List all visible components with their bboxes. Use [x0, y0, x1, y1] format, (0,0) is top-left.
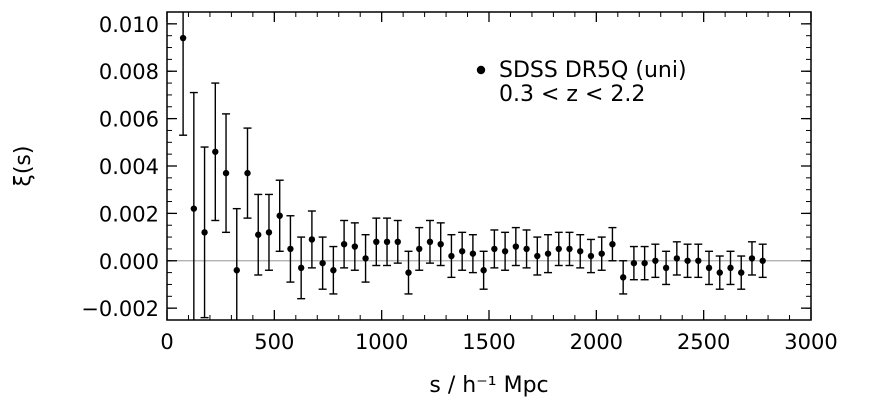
data-point — [501, 248, 509, 255]
legend-redshift-range: 0.3 < z < 2.2 — [499, 82, 645, 107]
data-point — [534, 252, 541, 260]
data-point — [179, 34, 187, 42]
data-point — [587, 252, 595, 260]
data-point — [759, 257, 766, 264]
data-point — [340, 240, 348, 248]
data-point — [319, 259, 326, 267]
data-point — [555, 245, 562, 253]
data-point — [662, 264, 670, 272]
x-tick-label: 1500 — [462, 330, 515, 354]
data-point — [491, 245, 498, 253]
x-tick-label: 3000 — [784, 330, 837, 354]
data-point — [695, 257, 702, 264]
data-point — [544, 250, 552, 257]
data-point — [255, 231, 262, 238]
data-point — [748, 255, 756, 262]
data-point — [609, 240, 616, 248]
series-layer — [179, 12, 767, 320]
data-point — [416, 245, 423, 253]
x-tick-label: 1000 — [355, 330, 408, 354]
data-point — [426, 238, 434, 246]
data-point — [577, 248, 584, 255]
y-axis-title: ξ(s) — [11, 146, 36, 187]
data-point — [190, 205, 198, 212]
data-point — [705, 264, 713, 272]
data-point — [351, 243, 359, 250]
data-point — [437, 240, 444, 248]
data-point — [523, 245, 530, 253]
data-point — [308, 236, 316, 243]
data-point — [212, 148, 219, 155]
y-axis-ticks: −0.002 0.000 0.002 0.004 0.006 0.008 0.010 — [81, 13, 811, 321]
data-point — [727, 264, 734, 272]
y-tick-label: 0.002 — [99, 202, 159, 226]
data-point — [233, 267, 240, 274]
data-point — [405, 269, 412, 276]
data-point — [330, 267, 337, 274]
data-point — [738, 269, 745, 276]
x-tick-label: 2000 — [570, 330, 623, 354]
data-point — [448, 252, 455, 260]
y-tick-label: 0.000 — [99, 250, 159, 274]
y-tick-label: 0.004 — [99, 155, 159, 179]
data-point — [458, 248, 466, 255]
data-point — [652, 257, 659, 264]
data-point — [244, 169, 251, 177]
data-point — [469, 250, 477, 257]
x-tick-label: 2500 — [677, 330, 730, 354]
data-point — [394, 238, 401, 246]
data-point — [512, 243, 520, 250]
data-point — [598, 250, 605, 257]
y-tick-label: 0.008 — [99, 60, 159, 84]
data-point — [373, 238, 380, 246]
data-point — [673, 255, 681, 262]
legend-label: SDSS DR5Q (uni) — [499, 58, 687, 83]
data-point — [362, 255, 369, 262]
data-point — [566, 245, 573, 253]
legend: SDSS DR5Q (uni) 0.3 < z < 2.2 — [476, 58, 687, 107]
y-tick-label: −0.002 — [81, 297, 159, 321]
data-point — [630, 259, 638, 267]
x-tick-label: 500 — [254, 330, 294, 354]
y-tick-label: 0.010 — [99, 13, 159, 37]
data-point — [684, 257, 691, 264]
data-point — [276, 212, 283, 219]
data-point — [716, 269, 723, 276]
plot-frame — [166, 11, 812, 321]
data-point — [641, 259, 648, 267]
data-point — [383, 238, 391, 246]
data-point — [297, 264, 305, 272]
x-axis-title: s / h⁻¹ Mpc — [429, 373, 548, 398]
x-tick-label: 0 — [160, 330, 173, 354]
data-point — [201, 229, 208, 236]
data-point — [265, 229, 273, 236]
data-point — [287, 245, 294, 253]
data-point — [480, 267, 487, 274]
data-point — [222, 169, 230, 177]
y-tick-label: 0.006 — [99, 108, 159, 132]
legend-marker — [476, 65, 486, 75]
x-axis-ticks: 0 500 1000 1500 2000 2500 3000 — [160, 12, 838, 354]
data-point — [619, 274, 627, 281]
